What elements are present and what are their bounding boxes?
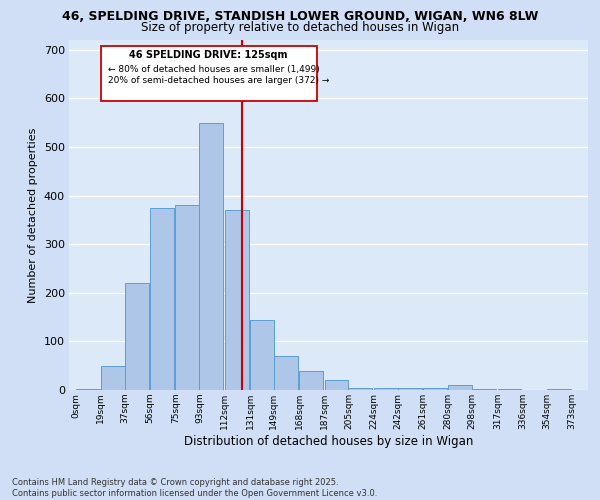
Text: 20% of semi-detached houses are larger (372) →: 20% of semi-detached houses are larger (…	[107, 76, 329, 86]
Bar	[497, 388, 521, 390]
Bar	[125, 283, 149, 390]
Bar	[250, 320, 274, 390]
X-axis label: Distribution of detached houses by size in Wigan: Distribution of detached houses by size …	[184, 434, 473, 448]
Bar	[224, 210, 248, 390]
Bar	[150, 208, 174, 390]
Bar	[547, 388, 571, 390]
Bar	[349, 388, 373, 390]
Bar	[325, 380, 349, 390]
FancyBboxPatch shape	[101, 46, 317, 101]
Text: 46, SPELDING DRIVE, STANDISH LOWER GROUND, WIGAN, WN6 8LW: 46, SPELDING DRIVE, STANDISH LOWER GROUN…	[62, 10, 538, 23]
Text: ← 80% of detached houses are smaller (1,499): ← 80% of detached houses are smaller (1,…	[107, 65, 319, 74]
Bar	[175, 206, 199, 390]
Text: 46 SPELDING DRIVE: 125sqm: 46 SPELDING DRIVE: 125sqm	[130, 50, 288, 60]
Bar	[472, 388, 496, 390]
Bar	[76, 388, 100, 390]
Bar	[274, 356, 298, 390]
Text: Size of property relative to detached houses in Wigan: Size of property relative to detached ho…	[141, 21, 459, 34]
Bar	[299, 370, 323, 390]
Bar	[423, 388, 447, 390]
Bar	[101, 366, 125, 390]
Bar	[199, 122, 223, 390]
Y-axis label: Number of detached properties: Number of detached properties	[28, 128, 38, 302]
Text: Contains HM Land Registry data © Crown copyright and database right 2025.
Contai: Contains HM Land Registry data © Crown c…	[12, 478, 377, 498]
Bar	[448, 385, 472, 390]
Bar	[398, 388, 422, 390]
Bar	[374, 388, 398, 390]
